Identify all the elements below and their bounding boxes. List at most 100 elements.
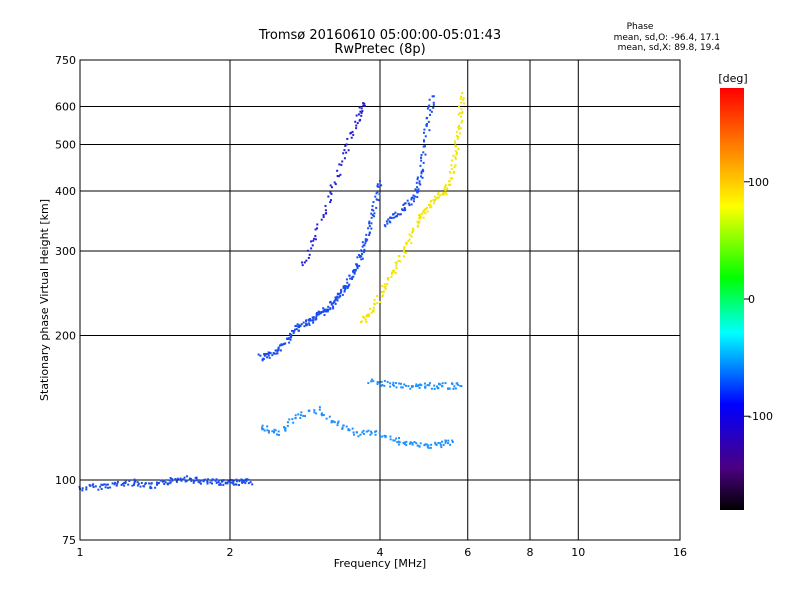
echo-point [290,333,293,336]
echo-point [413,441,416,444]
echo-point [457,113,460,116]
echo-point [440,446,443,449]
echo-point [276,349,279,352]
echo-point [421,212,424,215]
echo-point [355,127,358,130]
echo-point [370,430,373,433]
echo-point [411,196,414,199]
echo-point [371,208,374,211]
echo-point [292,332,295,335]
echo-point [386,222,389,225]
echo-point [380,380,383,383]
echo-point [423,444,426,447]
echo-point [395,267,398,270]
echo-point [430,110,433,113]
echo-point [346,286,349,289]
echo-point [382,290,385,293]
echo-point [182,478,185,481]
echo-point [332,305,335,308]
echo-point [343,290,346,293]
echo-point [370,227,373,230]
echo-point [219,482,222,485]
echo-point [374,433,377,436]
echo-point [362,102,365,105]
echo-point [262,428,265,431]
echo-point [374,430,377,433]
echo-point [399,213,402,216]
echo-point [395,264,398,267]
echo-point [407,239,410,242]
echo-point [313,237,316,240]
echo-point [395,215,398,218]
echo-point [341,427,344,430]
echo-point [395,382,398,385]
echo-point [454,156,457,159]
echo-point [329,199,332,202]
echo-point [416,178,419,181]
echo-point [338,295,341,298]
echo-point [386,381,389,384]
echo-point [351,278,354,281]
echo-point [423,128,426,131]
echo-point [404,252,407,255]
echo-point [352,270,355,273]
echo-point [454,142,457,145]
echo-point [433,202,436,205]
echo-point [394,261,397,264]
echo-point [411,443,414,446]
echo-point [330,192,333,195]
echo-point [309,319,312,322]
echo-point [317,310,320,313]
echo-point [333,300,336,303]
echo-point [394,215,397,218]
echo-point [271,354,274,357]
echo-point [347,428,350,431]
echo-point [294,325,297,328]
y-tick-label: 750 [55,54,76,67]
echo-point [459,115,462,118]
echo-point [404,202,407,205]
echo-point [368,225,371,228]
echo-point [218,479,221,482]
echo-point [452,387,455,390]
echo-point [283,342,286,345]
echo-point [452,154,455,157]
echo-point [402,442,405,445]
echo-point [451,382,454,385]
echo-point [439,444,442,447]
echo-point [403,442,406,445]
echo-point [426,107,429,110]
echo-point [413,197,416,200]
echo-point [401,386,404,389]
echo-point [383,434,386,437]
echo-point [373,215,376,218]
echo-point [109,486,112,489]
echo-point [366,314,369,317]
echo-point [418,445,421,448]
echo-point [450,168,453,171]
echo-point [460,121,463,124]
echo-point [412,194,415,197]
echo-point [261,426,264,429]
echo-point [429,446,432,449]
echo-point [209,481,212,484]
echo-point [370,216,373,219]
echo-point [302,321,305,324]
echo-point [428,104,431,107]
echo-point [298,326,301,329]
echo-point [186,475,189,478]
echo-point [367,313,370,316]
echo-point [277,348,280,351]
echo-point [338,292,341,295]
echo-point [351,276,354,279]
echo-point [454,387,457,390]
echo-point [422,161,425,164]
echo-point [387,218,390,221]
plot-frame [79,59,681,541]
echo-point [357,254,360,257]
echo-point [459,112,462,115]
echo-point [251,483,254,486]
echo-point [419,213,422,216]
echo-point [354,120,357,123]
echo-point [285,337,288,340]
